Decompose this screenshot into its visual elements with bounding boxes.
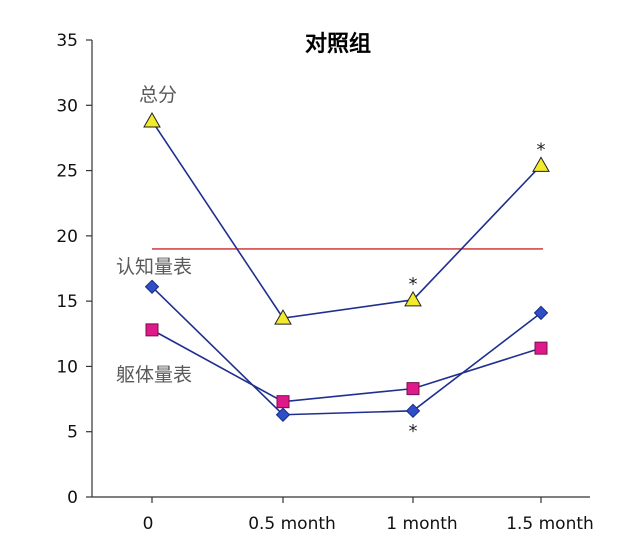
chart-title: 对照组 — [305, 31, 371, 57]
annotation-layer: * * * — [409, 139, 546, 441]
diamond-marker — [533, 305, 549, 321]
square-marker — [276, 395, 290, 409]
x-tick-label: 1.5 month — [506, 514, 594, 534]
square-marker — [406, 382, 420, 396]
axes: 0 5 10 15 20 25 30 35 0 0.5 month 1 month 1.5 month — [56, 31, 593, 534]
y-tick-label: 25 — [56, 162, 78, 182]
series-label: 认知量表 — [116, 256, 192, 278]
series-line-0 — [151, 120, 542, 319]
series-line-2 — [151, 329, 542, 403]
y-tick-label: 20 — [56, 227, 78, 247]
series-line-1 — [151, 286, 542, 416]
x-tick-label: 0.5 month — [248, 514, 336, 534]
y-tick-label: 10 — [56, 357, 78, 377]
diamond-marker — [144, 279, 160, 294]
x-tick-label: 0 — [143, 514, 154, 534]
y-tick-label: 15 — [56, 292, 78, 312]
significance-asterisk: * — [537, 139, 546, 160]
significance-asterisk: * — [409, 274, 418, 295]
triangle-marker — [143, 111, 161, 128]
x-tick-label: 1 month — [386, 514, 457, 534]
triangle-marker — [404, 290, 422, 307]
y-tick-label: 0 — [67, 488, 78, 508]
diamond-marker — [405, 403, 421, 419]
diamond-marker — [275, 407, 291, 422]
y-tick-label: 5 — [67, 423, 78, 443]
significance-asterisk: * — [409, 421, 418, 442]
series-label: 总分 — [139, 84, 177, 106]
triangle-marker — [274, 309, 292, 325]
y-tick-label: 35 — [56, 31, 78, 51]
square-marker — [145, 323, 159, 337]
square-marker — [534, 341, 548, 355]
series-layer — [143, 111, 550, 422]
y-tick-label: 30 — [56, 96, 78, 116]
series-label: 躯体量表 — [116, 364, 192, 386]
triangle-marker — [532, 156, 550, 172]
